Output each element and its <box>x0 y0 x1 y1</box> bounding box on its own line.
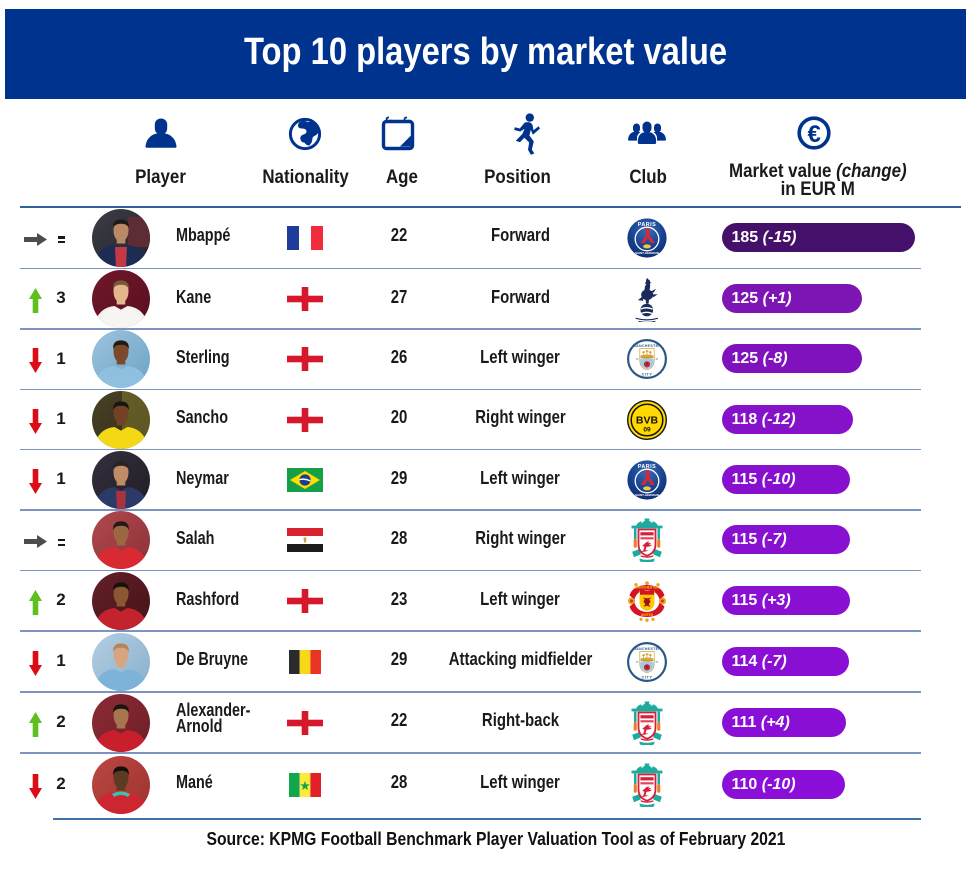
svg-text:MANCHESTER: MANCHESTER <box>633 646 661 650</box>
svg-text:€: € <box>808 121 821 148</box>
svg-text:CITY: CITY <box>641 674 652 679</box>
svg-text:PARIS: PARIS <box>638 464 657 470</box>
svg-text:CITY: CITY <box>641 372 652 377</box>
svg-text:MANCHESTER: MANCHESTER <box>633 344 661 348</box>
svg-text:09: 09 <box>643 426 651 433</box>
svg-text:SAINT-GERMAIN: SAINT-GERMAIN <box>635 493 659 497</box>
svg-text:BVB: BVB <box>636 414 659 426</box>
svg-text:UNITED: UNITED <box>641 613 654 617</box>
svg-text:SAINT-GERMAIN: SAINT-GERMAIN <box>635 250 659 254</box>
svg-text:PARIS: PARIS <box>638 221 657 227</box>
svg-text:MANCHESTER: MANCHESTER <box>635 585 659 589</box>
